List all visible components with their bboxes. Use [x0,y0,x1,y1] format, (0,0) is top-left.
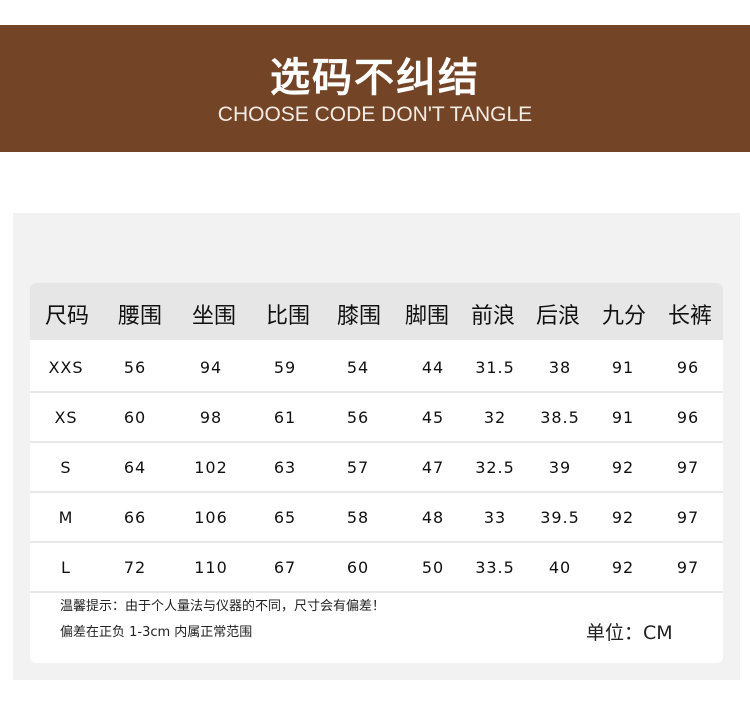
size-label: XXS [48,358,84,377]
table-cell: 67 [273,558,297,577]
table-cell: 44 [421,358,445,377]
table-cell: 106 [194,508,228,527]
column-header: 脚围 [404,304,450,329]
table-row: XS 60 98 61 56 45 32 38.5 91 96 [30,393,723,443]
table-cell: 47 [421,458,445,477]
table-cell: 110 [194,558,228,577]
table-cell: 102 [194,458,228,477]
table-cell: 39 [548,458,572,477]
table-cell: 54 [346,358,370,377]
table-cell: 33.5 [475,558,515,577]
column-header: 腰围 [117,304,163,329]
tip-note: 温馨提示：由于个人量法与仪器的不同，尺寸会有偏差！ [60,599,386,614]
table-header: 尺码 腰围 坐围 比围 膝围 脚围 前浪 后浪 九分 长裤 [30,283,723,340]
size-label: XS [54,408,78,427]
table-cell: 38.5 [540,408,580,427]
banner-subtitle: CHOOSE CODE DON'T TANGLE [217,103,533,126]
table-cell: 94 [199,358,223,377]
table-cell: 92 [611,458,635,477]
table-cell: 38 [548,358,572,377]
table-cell: 60 [123,408,147,427]
table-cell: 59 [273,358,297,377]
size-label: L [61,558,71,577]
table-cell: 31.5 [475,358,515,377]
column-header: 前浪 [470,304,516,329]
table-cell: 66 [123,508,147,527]
banner: 选码不纠结 CHOOSE CODE DON'T TANGLE [0,25,750,152]
table-row: M 66 106 65 58 48 33 39.5 92 97 [30,493,723,543]
table-cell: 63 [273,458,297,477]
table-cell: 48 [421,508,445,527]
table-cell: 96 [676,408,700,427]
column-header: 比围 [265,304,311,329]
table-cell: 72 [123,558,147,577]
table-cell: 64 [123,458,147,477]
table-cell: 39.5 [540,508,580,527]
table-row: S 64 102 63 57 47 32.5 39 92 97 [30,443,723,493]
table-cell: 97 [676,458,700,477]
table-cell: 40 [548,558,572,577]
table-cell: 56 [123,358,147,377]
table-cell: 96 [676,358,700,377]
tolerance-note: 偏差在正负 1-3cm 内属正常范围 [60,625,253,640]
table-cell: 61 [273,408,297,427]
size-label: M [58,508,74,527]
column-header: 坐围 [191,304,237,329]
table-cell: 97 [676,508,700,527]
table-cell: 50 [421,558,445,577]
column-header: 长裤 [667,304,713,329]
table-cell: 98 [199,408,223,427]
column-header: 膝围 [336,304,382,329]
table-row: XXS 56 94 59 54 44 31.5 38 91 96 [30,343,723,393]
unit-label: 单位：CM [586,622,673,644]
table-cell: 56 [346,408,370,427]
column-header: 九分 [601,304,647,329]
size-table: 尺码 腰围 坐围 比围 膝围 脚围 前浪 后浪 九分 长裤 XXS 56 94 59 54 44 31.5 38… [30,283,723,663]
table-cell: 92 [611,558,635,577]
table-cell: 32.5 [475,458,515,477]
table-cell: 32 [483,408,507,427]
table-row: L 72 110 67 60 50 33.5 40 92 97 [30,543,723,593]
size-label: S [60,458,72,477]
table-cell: 45 [421,408,445,427]
table-cell: 92 [611,508,635,527]
table-cell: 97 [676,558,700,577]
column-header: 尺码 [44,304,90,329]
table-cell: 60 [346,558,370,577]
table-cell: 33 [483,508,507,527]
banner-title: 选码不纠结 [270,55,480,101]
table-cell: 91 [611,408,635,427]
table-cell: 65 [273,508,297,527]
column-header: 后浪 [535,304,581,329]
table-cell: 58 [346,508,370,527]
table-cell: 91 [611,358,635,377]
table-cell: 57 [346,458,370,477]
